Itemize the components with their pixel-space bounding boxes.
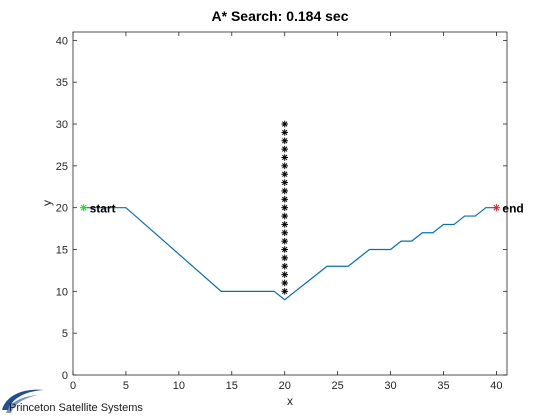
obstacle-point <box>281 246 288 253</box>
obstacle-point <box>281 229 288 236</box>
chart-title: A* Search: 0.184 sec <box>212 8 349 24</box>
start-marker <box>80 204 87 211</box>
end-label: end <box>502 202 523 216</box>
y-tick-label: 35 <box>56 77 68 89</box>
obstacle-point <box>281 263 288 270</box>
start-point <box>80 204 87 211</box>
x-tick-label: 40 <box>490 380 502 392</box>
obstacle-point <box>281 271 288 278</box>
obstacle-point <box>281 179 288 186</box>
obstacle-point <box>281 221 288 228</box>
x-tick-label: 5 <box>123 380 129 392</box>
obstacle-point <box>281 204 288 211</box>
y-tick-label: 15 <box>56 245 68 257</box>
x-axis-label: x <box>287 394 293 408</box>
y-axis-label: y <box>40 200 54 206</box>
y-tick-label: 5 <box>62 328 68 340</box>
y-tick-label: 20 <box>56 203 68 215</box>
obstacle-point <box>281 163 288 170</box>
y-tick-label: 0 <box>62 370 68 382</box>
obstacle-point <box>281 154 288 161</box>
obstacle-point <box>281 255 288 262</box>
y-tick-label: 30 <box>56 119 68 131</box>
obstacle-point <box>281 288 288 295</box>
y-tick-label: 40 <box>56 35 68 47</box>
x-tick-label: 0 <box>70 380 76 392</box>
obstacle-point <box>281 129 288 136</box>
obstacle-point <box>281 196 288 203</box>
brand-name: Princeton Satellite Systems <box>9 402 143 414</box>
obstacle-point <box>281 238 288 245</box>
x-tick-label: 35 <box>437 380 449 392</box>
obstacle-point <box>281 171 288 178</box>
obstacle-point <box>281 280 288 287</box>
x-tick-label: 25 <box>332 380 344 392</box>
x-tick-label: 10 <box>173 380 185 392</box>
x-tick-label: 15 <box>226 380 238 392</box>
obstacle-point <box>281 121 288 128</box>
end-marker <box>493 204 500 211</box>
plot-area <box>73 32 507 375</box>
start-label: start <box>90 202 116 216</box>
x-tick-label: 30 <box>384 380 396 392</box>
obstacle-point <box>281 146 288 153</box>
y-tick-label: 25 <box>56 161 68 173</box>
end-point <box>493 204 500 211</box>
obstacle-markers <box>281 121 288 295</box>
obstacle-point <box>281 213 288 220</box>
x-tick-label: 20 <box>279 380 291 392</box>
obstacle-point <box>281 137 288 144</box>
y-tick-label: 10 <box>56 286 68 298</box>
obstacle-point <box>281 188 288 195</box>
